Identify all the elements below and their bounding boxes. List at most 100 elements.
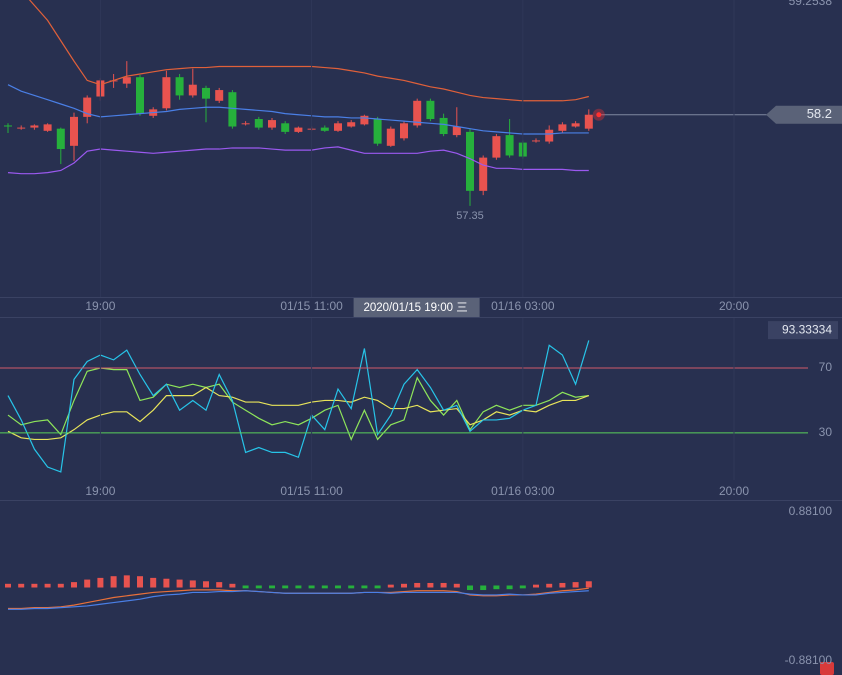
histogram-bar [282,585,289,589]
x-tick-label: 01/15 11:00 [280,484,343,498]
y-tick-label: 0.88100 [789,504,833,518]
histogram-bar [229,583,236,588]
histogram-bar [348,585,355,589]
histogram-bar [176,579,183,588]
candle-body [254,119,263,128]
histogram-bar [321,585,328,589]
x-tick-label: 01/15 11:00 [280,299,343,313]
candle-body [268,120,276,128]
candle-body [4,125,12,127]
candle-body [56,128,65,150]
candle-body [360,115,369,125]
candle-body [320,127,329,131]
candle-body [505,135,514,156]
candle-body [532,140,540,142]
histogram-bar [242,585,249,589]
y-tick-label: 59.2538 [789,0,833,8]
top-value-label: 93.33334 [782,322,832,336]
candle-body [70,116,78,146]
histogram-bar [533,584,539,588]
histogram-bar [203,581,209,588]
indicator-line [7,146,589,175]
histogram-bar [506,585,513,590]
x-tick-label: 20:00 [719,299,749,313]
x-tick-label: 01/16 03:00 [491,484,555,498]
candle-body [202,87,210,99]
indicator-line [7,84,589,135]
histogram-bar [401,583,407,588]
low-label: 57.35 [456,210,484,222]
price-tag-label: 58.2 [807,106,832,121]
x-tick-label: 19:00 [85,299,115,313]
histogram-bar [572,582,579,588]
plot-area [5,575,592,610]
histogram-bar [374,585,381,589]
crosshair-label: 2020/01/15 19:00 三 [363,302,467,314]
crosshair-box [353,298,480,317]
candle-body [466,131,474,191]
histogram-bar [150,577,157,588]
candle-body [175,77,184,96]
histogram-bar [361,585,368,589]
histogram-bar [137,576,143,588]
indicator-line [8,590,589,610]
corner-icon[interactable] [820,662,834,675]
histogram-bar [493,585,500,590]
candle-body [347,122,356,127]
candle-body [188,84,197,96]
candle-body [492,136,501,158]
y-tick-label: 70 [819,360,833,374]
indicator-line [7,367,589,441]
histogram-bar [269,585,275,589]
indicator-line [28,0,589,102]
histogram-bar [71,582,77,588]
plot-area [4,0,593,206]
histogram-bar [427,582,434,588]
candle-body [386,128,395,146]
histogram-bar [480,585,487,591]
x-tick-label: 19:00 [85,484,115,498]
histogram-bar [163,578,170,588]
candle-body [571,123,580,127]
y-tick-label: 30 [819,425,833,439]
candle-body [413,100,422,126]
candle-body [228,92,237,127]
candle-body [294,127,303,132]
histogram-bar [559,582,566,588]
histogram-bar [453,583,460,588]
histogram-bar [414,582,421,588]
histogram-bar [110,576,117,588]
histogram-bar [5,583,11,588]
histogram-bar [31,583,38,588]
x-tick-label: 01/16 03:00 [491,299,555,313]
candle-body [400,123,408,139]
histogram-bar [123,575,130,588]
candle-body [281,123,290,132]
histogram-bar [387,584,394,588]
candle-body [43,124,52,131]
x-tick-label: 20:00 [719,484,749,498]
candle-body [439,117,448,135]
histogram-bar [308,585,315,589]
candle-body [17,127,26,129]
histogram-bar [519,585,526,589]
candle-body [162,77,171,109]
histogram-bar [335,585,341,589]
indicator-line [7,386,590,441]
y-tick-label: -0.88100 [785,653,833,667]
candle-body [452,126,461,136]
candle-body [241,123,250,125]
candle-body [373,119,382,144]
candle-body [479,157,488,191]
histogram-bar [216,582,223,588]
price-tag [766,105,842,124]
histogram-bar [44,583,51,588]
price-dot [596,112,602,118]
histogram-bar [255,585,262,589]
histogram-bar [467,585,473,591]
histogram-bar [84,579,91,588]
histogram-bar [97,577,104,588]
candle-body [30,125,39,128]
candle-body [545,129,554,142]
